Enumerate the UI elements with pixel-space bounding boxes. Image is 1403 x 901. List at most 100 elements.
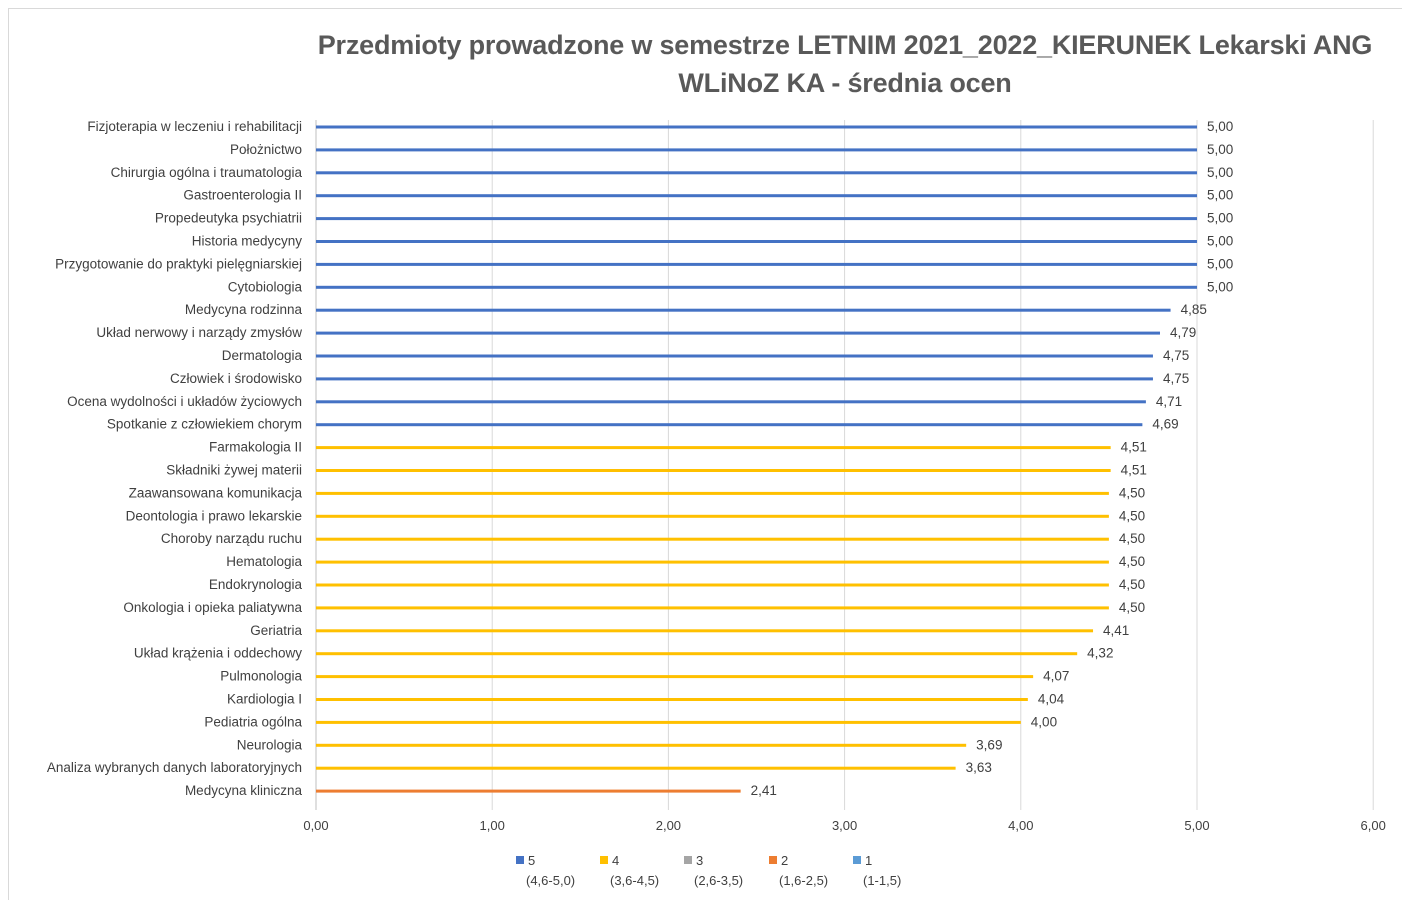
value-label: 4,50 bbox=[1119, 554, 1145, 569]
category-label: Zaawansowana komunikacja bbox=[129, 485, 303, 500]
category-label: Medycyna kliniczna bbox=[185, 783, 303, 798]
bar bbox=[316, 400, 1146, 404]
bar bbox=[316, 743, 967, 747]
category-label: Człowiek i środowisko bbox=[170, 371, 302, 386]
category-label: Składniki żywej materii bbox=[166, 463, 302, 478]
category-label: Deontologia i prawo lekarskie bbox=[126, 508, 302, 523]
category-label: Geriatria bbox=[250, 623, 302, 638]
legend-label: 5 bbox=[528, 853, 535, 868]
chart-title: Przedmioty prowadzone w semestrze LETNIM… bbox=[290, 26, 1400, 102]
bar bbox=[316, 285, 1197, 289]
category-label: Przygotowanie do praktyki pielęgniarskie… bbox=[55, 256, 302, 271]
x-tick-label: 3,00 bbox=[832, 818, 857, 833]
category-label: Chirurgia ogólna i traumatologia bbox=[111, 165, 303, 180]
legend-label: 4 bbox=[612, 853, 619, 868]
x-tick-label: 5,00 bbox=[1184, 818, 1209, 833]
legend-swatch bbox=[684, 856, 692, 864]
bar bbox=[316, 354, 1153, 358]
bar bbox=[316, 537, 1109, 541]
category-label: Analiza wybranych danych laboratoryjnych bbox=[47, 760, 302, 775]
bar bbox=[316, 652, 1078, 656]
x-tick-label: 4,00 bbox=[1008, 818, 1033, 833]
bar bbox=[316, 560, 1109, 564]
bar bbox=[316, 217, 1197, 221]
bar bbox=[316, 491, 1109, 495]
value-label: 4,07 bbox=[1043, 669, 1069, 684]
bar bbox=[316, 377, 1153, 381]
value-label: 5,00 bbox=[1207, 279, 1233, 294]
value-label: 4,50 bbox=[1119, 508, 1145, 523]
value-label: 5,00 bbox=[1207, 188, 1233, 203]
value-label: 4,04 bbox=[1038, 692, 1065, 707]
legend-label: 1 bbox=[865, 853, 872, 868]
value-label: 2,41 bbox=[751, 783, 777, 798]
bar bbox=[316, 629, 1094, 633]
x-tick-label: 0,00 bbox=[303, 818, 328, 833]
value-label: 4,85 bbox=[1181, 302, 1207, 317]
bar bbox=[316, 514, 1109, 518]
category-label: Farmakologia II bbox=[209, 440, 302, 455]
category-label: Pediatria ogólna bbox=[204, 714, 302, 729]
value-label: 4,00 bbox=[1031, 714, 1057, 729]
category-label: Endokrynologia bbox=[209, 577, 303, 592]
value-label: 3,63 bbox=[966, 760, 992, 775]
legend-label: 2 bbox=[781, 853, 788, 868]
category-label: Choroby narządu ruchu bbox=[161, 531, 302, 546]
value-label: 5,00 bbox=[1207, 142, 1233, 157]
legend-range: (1,6-2,5) bbox=[779, 873, 828, 888]
legend-swatch bbox=[600, 856, 608, 864]
value-label: 4,50 bbox=[1119, 577, 1145, 592]
value-label: 5,00 bbox=[1207, 234, 1233, 249]
legend-swatch bbox=[769, 856, 777, 864]
bar bbox=[316, 720, 1021, 724]
category-label: Układ nerwowy i narządy zmysłów bbox=[96, 325, 302, 340]
category-label: Dermatologia bbox=[222, 348, 303, 363]
legend-swatch bbox=[516, 856, 524, 864]
legend-range: (1-1,5) bbox=[863, 873, 901, 888]
bar bbox=[316, 331, 1160, 335]
value-label: 4,75 bbox=[1163, 371, 1189, 386]
bar bbox=[316, 469, 1111, 472]
value-label: 4,75 bbox=[1163, 348, 1189, 363]
value-label: 4,50 bbox=[1119, 485, 1145, 500]
value-label: 4,51 bbox=[1121, 440, 1147, 455]
category-label: Propedeutyka psychiatrii bbox=[155, 211, 302, 226]
value-label: 5,00 bbox=[1207, 165, 1233, 180]
value-label: 3,69 bbox=[976, 737, 1002, 752]
category-label: Położnictwo bbox=[230, 142, 302, 157]
value-label: 4,79 bbox=[1170, 325, 1196, 340]
category-label: Pulmonologia bbox=[220, 669, 302, 684]
legend-range: (3,6-4,5) bbox=[610, 873, 659, 888]
value-label: 5,00 bbox=[1207, 211, 1233, 226]
value-label: 4,50 bbox=[1119, 531, 1145, 546]
bar bbox=[316, 194, 1197, 198]
category-label: Spotkanie z człowiekiem chorym bbox=[107, 417, 302, 432]
category-label: Cytobiologia bbox=[228, 279, 303, 294]
category-label: Ocena wydolności i układów życiowych bbox=[67, 394, 302, 409]
legend-label: 3 bbox=[696, 853, 703, 868]
category-label: Historia medycyny bbox=[192, 234, 303, 249]
x-tick-label: 6,00 bbox=[1361, 818, 1386, 833]
bar bbox=[316, 148, 1197, 152]
bar bbox=[316, 125, 1197, 129]
value-label: 5,00 bbox=[1207, 119, 1233, 134]
x-tick-label: 2,00 bbox=[656, 818, 681, 833]
legend-range: (4,6-5,0) bbox=[526, 873, 575, 888]
category-label: Onkologia i opieka paliatywna bbox=[123, 600, 302, 615]
bar bbox=[316, 606, 1109, 610]
category-label: Hematologia bbox=[226, 554, 302, 569]
bar bbox=[316, 423, 1143, 427]
bar bbox=[316, 171, 1197, 175]
value-label: 5,00 bbox=[1207, 256, 1233, 271]
category-label: Neurologia bbox=[237, 737, 303, 752]
category-label: Gastroenterologia II bbox=[183, 188, 302, 203]
bar bbox=[316, 675, 1034, 679]
category-label: Medycyna rodzinna bbox=[185, 302, 303, 317]
value-label: 4,50 bbox=[1119, 600, 1145, 615]
bar bbox=[316, 766, 956, 770]
chart-title-line-1: Przedmioty prowadzone w semestrze LETNIM… bbox=[317, 30, 1373, 60]
chart-frame bbox=[8, 8, 1402, 900]
bar bbox=[316, 262, 1197, 266]
category-label: Układ krążenia i oddechowy bbox=[134, 646, 302, 661]
